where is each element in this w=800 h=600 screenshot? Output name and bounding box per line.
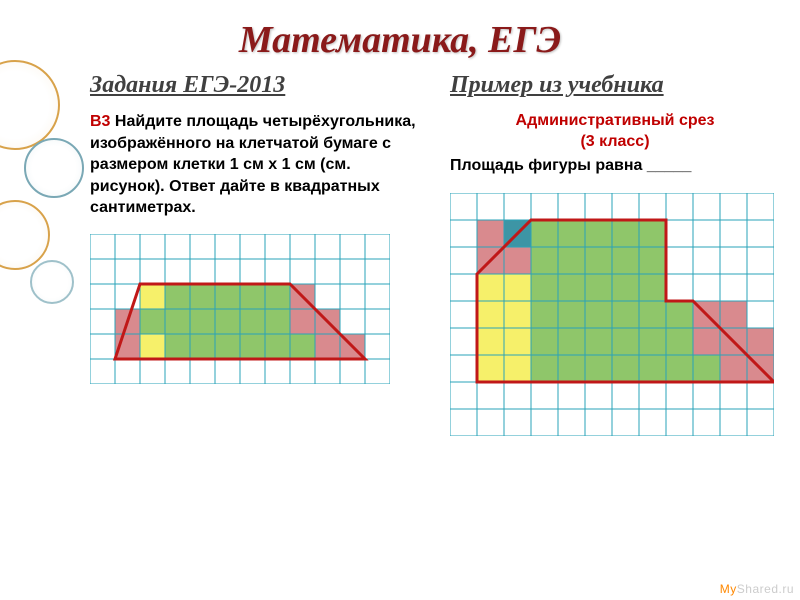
- right-column: Пример из учебника Административный срез…: [450, 62, 780, 436]
- content-columns: Задания ЕГЭ-2013 B3 Найдите площадь четы…: [0, 62, 800, 436]
- admin-title-line2: (3 класс): [580, 133, 649, 150]
- left-heading: Задания ЕГЭ-2013: [90, 72, 420, 99]
- slide-title: Математика, ЕГЭ: [0, 0, 800, 62]
- right-heading: Пример из учебника: [450, 72, 780, 99]
- admin-title-line1: Административный срез: [516, 112, 715, 129]
- right-figure: [450, 193, 774, 436]
- admin-title: Административный срез (3 класс): [450, 111, 780, 153]
- left-figure: [90, 234, 390, 384]
- task-text: B3 Найдите площадь четырёхугольника, изо…: [90, 111, 420, 219]
- admin-question: Площадь фигуры равна _____: [450, 157, 780, 175]
- watermark: MyShared.ru: [720, 582, 794, 596]
- left-column: Задания ЕГЭ-2013 B3 Найдите площадь четы…: [90, 62, 420, 436]
- task-body: Найдите площадь четырёхугольника, изобра…: [90, 113, 416, 216]
- watermark-prefix: My: [720, 582, 737, 596]
- task-code: B3: [90, 113, 110, 130]
- watermark-suffix: Shared.ru: [737, 582, 794, 596]
